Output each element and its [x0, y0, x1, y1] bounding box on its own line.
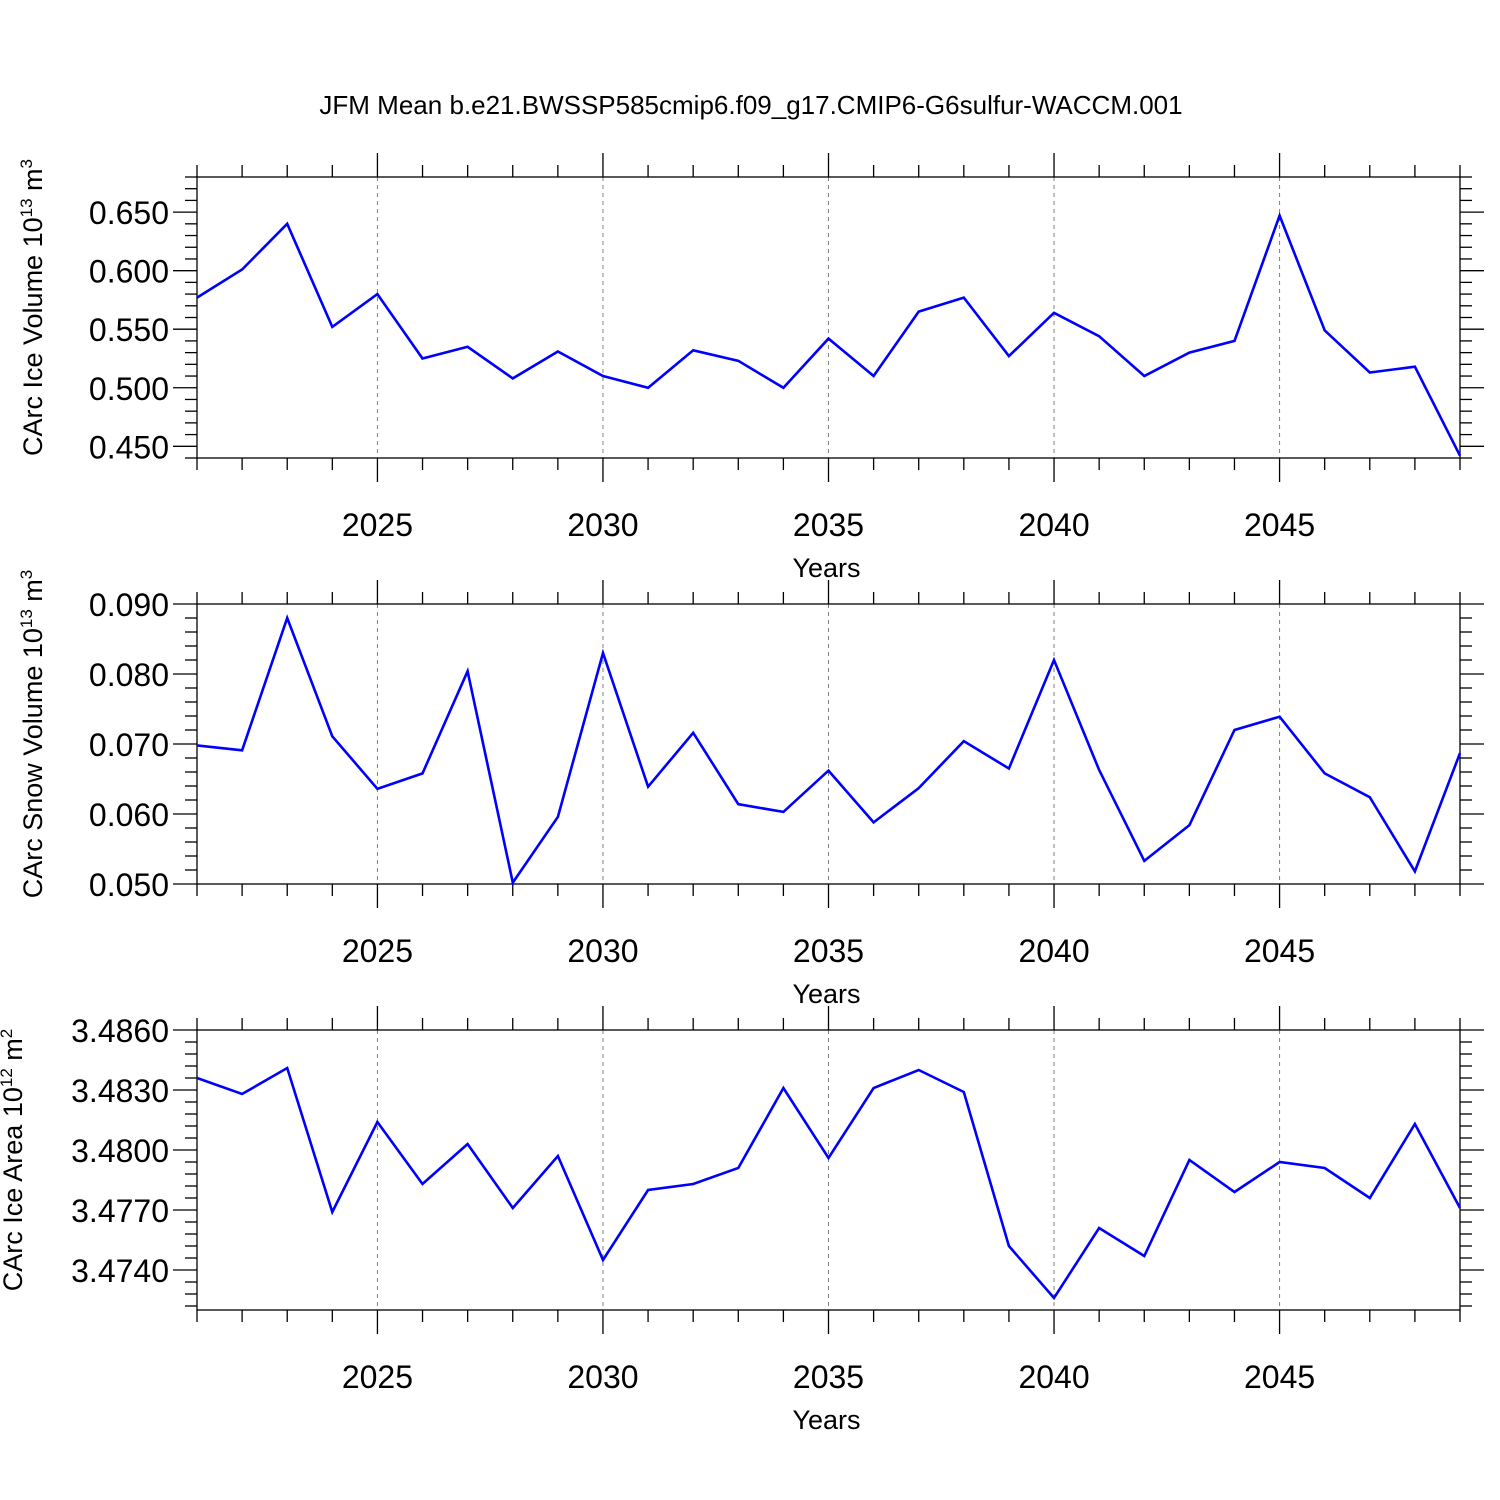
y-tick-label: 0.650	[89, 195, 169, 231]
y-tick-label: 3.4830	[71, 1073, 169, 1109]
y-tick-label: 0.500	[89, 371, 169, 407]
x-tick-label: 2030	[567, 1359, 638, 1395]
series-line	[196, 1066, 1462, 1301]
y-tick-label: 0.550	[89, 312, 169, 348]
y-axis-title-part: 12	[0, 1068, 16, 1087]
x-tick-label: 2025	[342, 507, 413, 543]
x-tick-label: 2025	[342, 1359, 413, 1395]
y-tick-label: 3.4860	[71, 1013, 169, 1049]
y-tick-label: 3.4740	[71, 1253, 169, 1289]
x-tick-label: 2040	[1018, 933, 1089, 969]
y-axis-title-part: m	[18, 168, 48, 198]
y-tick-label: 0.090	[89, 587, 169, 623]
y-axis-title-part: 13	[17, 198, 36, 217]
y-axis-title: CArc Ice Volume 1013 m3	[17, 159, 48, 456]
x-tick-label: 2040	[1018, 1359, 1089, 1395]
y-tick-label: 0.450	[89, 429, 169, 465]
x-tick-label: 2030	[567, 933, 638, 969]
y-axis-title-part: 13	[17, 609, 36, 628]
y-axis-title-part: m	[18, 579, 48, 609]
x-tick-label: 2035	[793, 1359, 864, 1395]
y-axis-title-part: CArc Snow Volume 10	[18, 628, 48, 898]
panel-3: 2025 2030 2035 2040 2045 3.4740 3.4770 3.4800 3.…	[0, 1006, 1484, 1435]
panel-2: 2025 2030 2035 2040 2045 0.050 0.060 0.070 0.080…	[17, 570, 1484, 1009]
chart-title: JFM Mean b.e21.BWSSP585cmip6.f09_g17.CMI…	[319, 90, 1182, 120]
y-axis-title: CArc Snow Volume 1013 m3	[17, 570, 48, 899]
panels: 2025 2030 2035 2040 2045 0.450 0.500 0.550 0.600…	[0, 153, 1484, 1435]
series-line	[196, 211, 1462, 457]
x-axis-title: Years	[792, 1405, 860, 1435]
y-axis-title: CArc Ice Area 1012 m2	[0, 1029, 28, 1292]
x-tick-label: 2025	[342, 933, 413, 969]
y-tick-label: 3.4800	[71, 1133, 169, 1169]
y-axis-title-part: 2	[0, 1029, 16, 1038]
x-axis-title: Years	[792, 553, 860, 583]
y-tick-label: 0.600	[89, 254, 169, 290]
y-tick-label: 0.050	[89, 867, 169, 903]
y-axis-title-part: 3	[17, 570, 36, 579]
y-tick-label: 3.4770	[71, 1193, 169, 1229]
x-tick-label: 2030	[567, 507, 638, 543]
y-axis-title-part: m	[0, 1038, 28, 1068]
y-tick-label: 0.060	[89, 797, 169, 833]
y-tick-label: 0.080	[89, 657, 169, 693]
x-tick-label: 2035	[793, 507, 864, 543]
x-tick-label: 2045	[1244, 1359, 1315, 1395]
y-axis-title-part: 3	[17, 159, 36, 168]
panel-1: 2025 2030 2035 2040 2045 0.450 0.500 0.550 0.600…	[17, 153, 1484, 583]
x-tick-label: 2045	[1244, 507, 1315, 543]
x-tick-label: 2040	[1018, 507, 1089, 543]
y-axis-title-part: CArc Ice Volume 10	[18, 217, 48, 456]
x-tick-label: 2045	[1244, 933, 1315, 969]
x-tick-label: 2035	[793, 933, 864, 969]
y-axis-title-part: CArc Ice Area 10	[0, 1087, 28, 1291]
y-tick-label: 0.070	[89, 727, 169, 763]
x-axis-title: Years	[792, 979, 860, 1009]
series-line	[196, 614, 1462, 886]
